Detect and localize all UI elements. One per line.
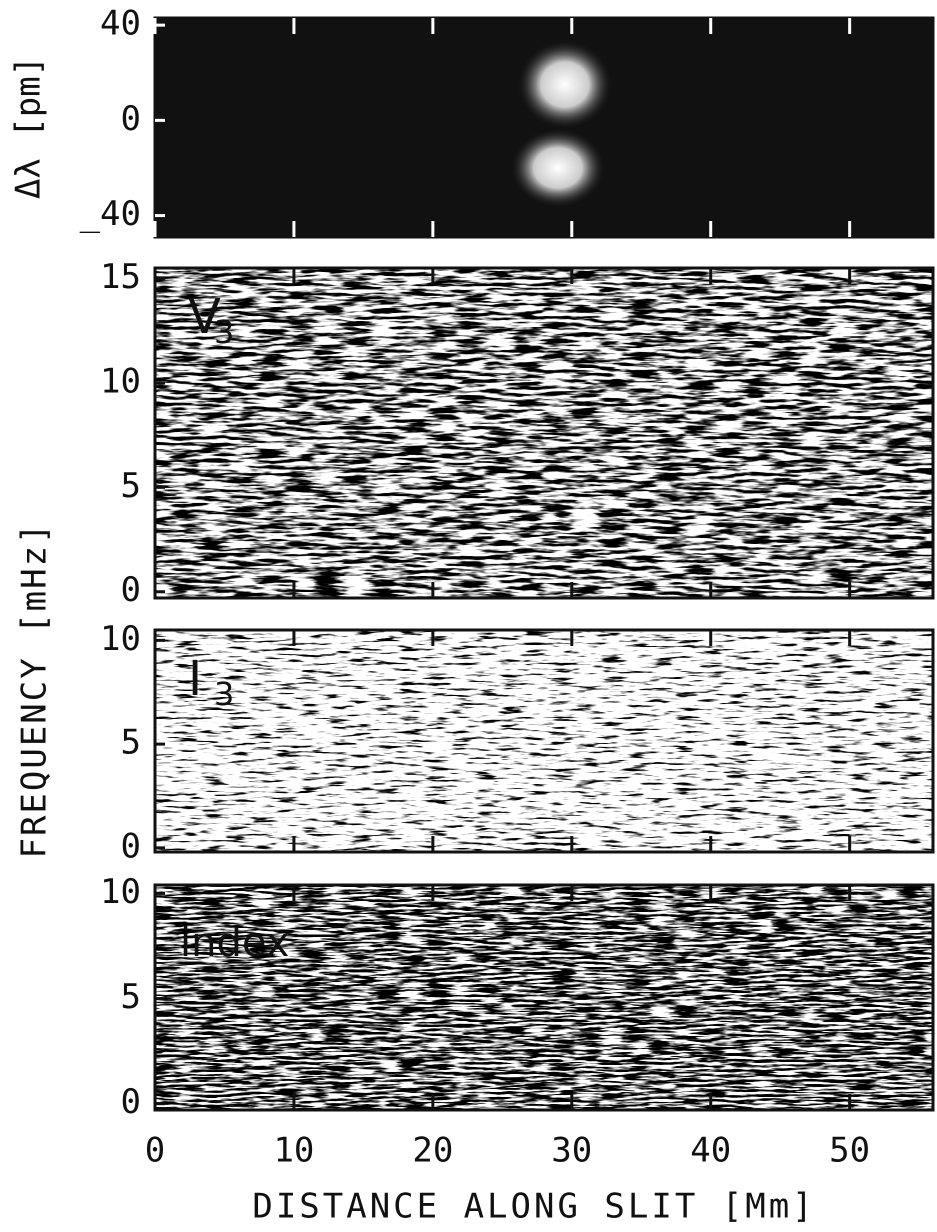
x-tick-label: 10	[273, 1131, 314, 1171]
panel-annotation: I	[188, 651, 202, 707]
panel-frame	[153, 628, 935, 854]
panel-annotation: index	[180, 920, 289, 966]
y-tick-label: 5	[121, 466, 141, 506]
image-glow	[509, 127, 606, 208]
image-glow	[516, 39, 613, 130]
y-tick-label: 5	[121, 723, 141, 763]
y-tick-label: 15	[100, 257, 141, 297]
shared-y-axis-label: FREQUENCY [mHz]	[15, 521, 55, 858]
y-tick-label: 10	[100, 872, 141, 912]
y-tick-label: 0	[121, 570, 141, 610]
x-tick-label: 20	[412, 1131, 453, 1171]
y-tick-label: 0	[121, 99, 141, 139]
y-tick-label: 0	[121, 1082, 141, 1122]
x-tick-label: 40	[690, 1131, 731, 1171]
y-axis-label: Δλ [pm]	[9, 56, 49, 199]
panel-annotation-sub: 3	[214, 313, 234, 351]
y-tick-label: 40	[100, 4, 141, 44]
image-texture	[155, 268, 933, 598]
panel-annotation: V	[188, 289, 221, 345]
y-tick-label: 5	[121, 977, 141, 1017]
image-texture	[155, 630, 933, 852]
y-tick-label: 0	[121, 826, 141, 866]
panel-annotation-sub: 3	[214, 675, 234, 713]
image-texture	[155, 885, 933, 1110]
panel-frame	[153, 266, 935, 600]
x-axis-label: DISTANCE ALONG SLIT [Mm]	[252, 1187, 815, 1227]
y-tick-label: 10	[100, 619, 141, 659]
y-tick-label: _40	[80, 194, 141, 234]
x-tick-label: 30	[551, 1131, 592, 1171]
y-tick-label: 10	[100, 361, 141, 401]
x-tick-label: 50	[829, 1131, 870, 1171]
x-tick-label: 0	[145, 1131, 165, 1171]
panel-frame	[153, 16, 935, 239]
